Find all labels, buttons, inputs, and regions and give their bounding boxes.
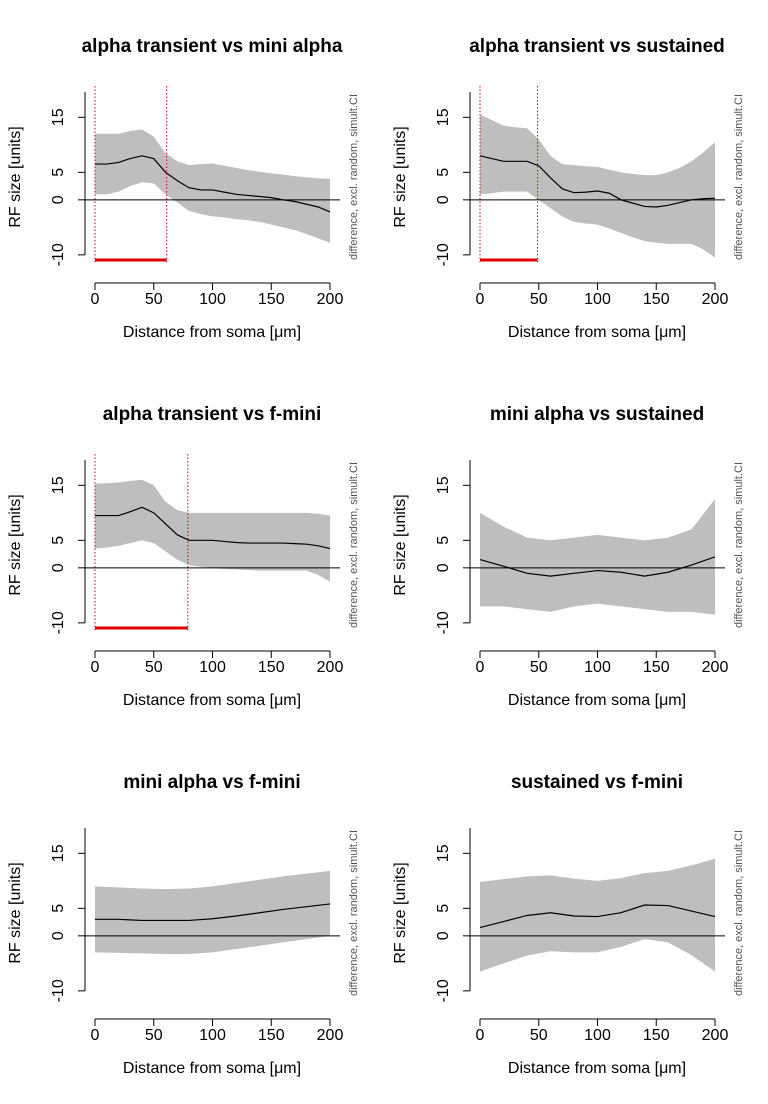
x-axis-label: Distance from soma [μm]	[508, 692, 686, 709]
x-tick-label: 50	[145, 659, 163, 676]
x-tick-label: 200	[317, 659, 344, 676]
x-tick-label: 150	[258, 1027, 285, 1044]
panel: mini alpha vs f-mini 0 50 100 150 200 -10 0 5 15 D…	[7, 772, 360, 1077]
difference-line	[479, 556, 716, 577]
x-axis-label: Distance from soma [μm]	[123, 692, 301, 709]
y-tick-label: 5	[435, 536, 452, 545]
x-tick-label: 150	[258, 659, 285, 676]
x-tick-label: 150	[643, 659, 670, 676]
x-tick-label: 150	[643, 1027, 670, 1044]
y-tick-label: 15	[50, 844, 67, 862]
panel-title: alpha transient vs sustained	[469, 36, 725, 57]
confidence-band	[479, 499, 716, 615]
x-axis-label: Distance from soma [μm]	[123, 324, 301, 341]
confidence-band	[94, 870, 331, 954]
x-tick-label: 150	[643, 291, 670, 308]
y-tick-label: -10	[435, 611, 452, 634]
panel: mini alpha vs sustained 0 50 100 150 200 -10 0 5…	[392, 404, 745, 709]
y-tick-label: -10	[50, 611, 67, 634]
x-tick-label: 100	[584, 291, 611, 308]
note: difference, excl. random, simult.CI	[733, 462, 745, 628]
x-tick-label: 100	[199, 1027, 226, 1044]
y-axis-label: RF size [units]	[7, 494, 24, 595]
x-tick-label: 100	[199, 659, 226, 676]
x-axis-label: Distance from soma [μm]	[508, 324, 686, 341]
panel-title: sustained vs f-mini	[511, 772, 683, 793]
x-axis-label: Distance from soma [μm]	[508, 1060, 686, 1077]
panel-title: alpha transient vs mini alpha	[82, 36, 343, 57]
x-tick-label: 50	[145, 291, 163, 308]
panel-title: mini alpha vs f-mini	[123, 772, 300, 793]
difference-line	[94, 155, 331, 213]
y-tick-label: 5	[50, 168, 67, 177]
x-tick-label: 50	[530, 1027, 548, 1044]
y-tick-label: 0	[50, 931, 67, 940]
y-tick-label: 0	[435, 563, 452, 572]
difference-line	[479, 904, 716, 929]
y-tick-label: 5	[435, 168, 452, 177]
x-tick-label: 0	[476, 1027, 485, 1044]
x-tick-label: 0	[476, 291, 485, 308]
x-tick-label: 100	[584, 1027, 611, 1044]
note: difference, excl. random, simult.CI	[348, 830, 360, 996]
y-tick-label: 5	[435, 904, 452, 913]
y-tick-label: 15	[435, 844, 452, 862]
panel-title: alpha transient vs f-mini	[103, 404, 322, 425]
y-tick-label: 15	[50, 108, 67, 126]
note: difference, excl. random, simult.CI	[348, 94, 360, 260]
x-axis-label: Distance from soma [μm]	[123, 1060, 301, 1077]
y-tick-label: 15	[50, 476, 67, 494]
y-tick-label: -10	[50, 979, 67, 1002]
y-tick-label: 0	[50, 563, 67, 572]
y-tick-label: 0	[50, 195, 67, 204]
difference-line	[479, 155, 716, 208]
note: difference, excl. random, simult.CI	[733, 830, 745, 996]
x-tick-label: 0	[91, 659, 100, 676]
y-tick-label: -10	[50, 243, 67, 266]
y-axis-label: RF size [units]	[7, 126, 24, 227]
x-tick-label: 200	[702, 659, 729, 676]
x-tick-label: 150	[258, 291, 285, 308]
note: difference, excl. random, simult.CI	[733, 94, 745, 260]
x-tick-label: 100	[584, 659, 611, 676]
x-tick-label: 200	[317, 291, 344, 308]
x-tick-label: 50	[530, 291, 548, 308]
y-axis-label: RF size [units]	[392, 126, 409, 227]
x-tick-label: 0	[91, 291, 100, 308]
x-tick-label: 200	[317, 1027, 344, 1044]
x-tick-label: 0	[476, 659, 485, 676]
difference-line	[94, 506, 331, 550]
y-axis-label: RF size [units]	[7, 862, 24, 963]
note: difference, excl. random, simult.CI	[348, 462, 360, 628]
confidence-band	[479, 114, 716, 258]
difference-line	[94, 903, 331, 922]
y-tick-label: 15	[435, 108, 452, 126]
y-axis-label: RF size [units]	[392, 862, 409, 963]
confidence-band	[94, 129, 331, 243]
x-tick-label: 50	[530, 659, 548, 676]
x-tick-label: 50	[145, 1027, 163, 1044]
y-tick-label: 5	[50, 536, 67, 545]
x-tick-label: 200	[702, 1027, 729, 1044]
confidence-band	[94, 479, 331, 582]
panel: sustained vs f-mini 0 50 100 150 200 -10 0 5 15 Di…	[392, 772, 745, 1077]
y-tick-label: 0	[435, 931, 452, 940]
x-tick-label: 0	[91, 1027, 100, 1044]
y-tick-label: 5	[50, 904, 67, 913]
y-tick-label: -10	[435, 979, 452, 1002]
confidence-band	[479, 858, 716, 972]
x-tick-label: 100	[199, 291, 226, 308]
y-tick-label: 15	[435, 476, 452, 494]
y-axis-label: RF size [units]	[392, 494, 409, 595]
panel-title: mini alpha vs sustained	[490, 404, 704, 425]
y-tick-label: -10	[435, 243, 452, 266]
y-tick-label: 0	[435, 195, 452, 204]
x-tick-label: 200	[702, 291, 729, 308]
